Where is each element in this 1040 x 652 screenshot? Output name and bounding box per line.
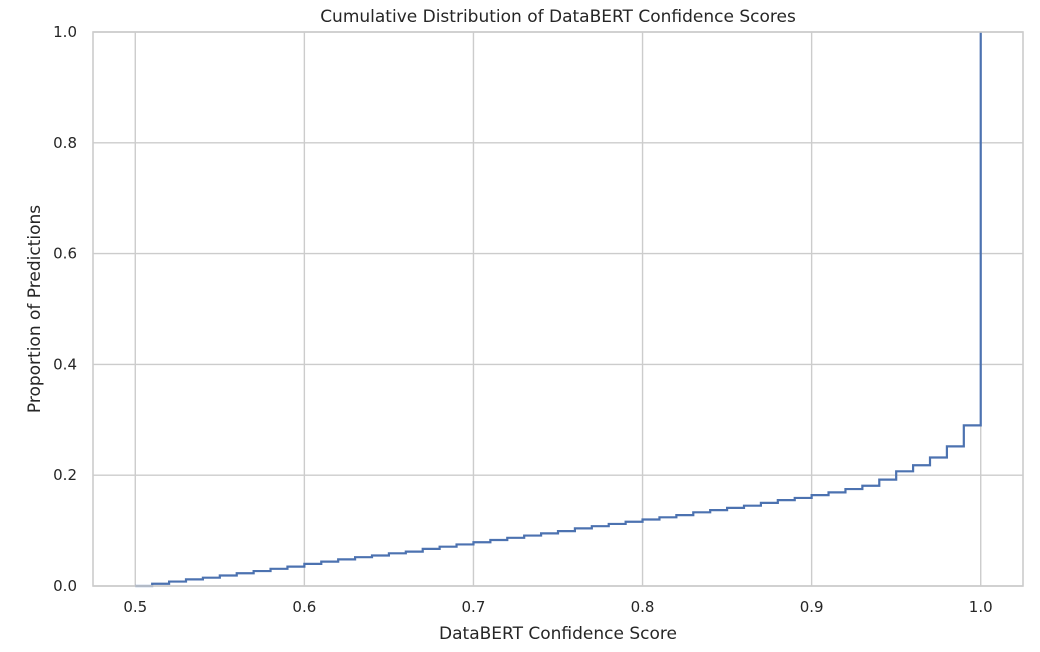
x-tick-label: 1.0 — [969, 598, 993, 616]
cdf-series-line — [135, 32, 982, 588]
y-tick-label: 0.4 — [53, 355, 77, 373]
y-tick-label: 0.8 — [53, 134, 77, 152]
y-tick-label: 0.0 — [53, 577, 77, 595]
y-tick-label: 0.2 — [53, 466, 77, 484]
x-tick-label: 0.8 — [631, 598, 655, 616]
x-tick-label: 0.7 — [462, 598, 486, 616]
grid-lines — [93, 31, 1023, 587]
chart-title: Cumulative Distribution of DataBERT Conf… — [320, 7, 796, 27]
series-layer — [135, 32, 982, 588]
y-tick-labels: 0.0 0.2 0.4 0.6 0.8 1.0 — [53, 23, 77, 595]
x-axis-label: DataBERT Confidence Score — [439, 624, 677, 644]
y-axis-label: Proportion of Predictions — [25, 205, 45, 413]
y-tick-label: 1.0 — [53, 23, 77, 41]
plot-frame — [92, 31, 1024, 587]
x-tick-label: 0.9 — [800, 598, 824, 616]
y-tick-label: 0.6 — [53, 245, 77, 263]
x-tick-label: 0.6 — [292, 598, 316, 616]
x-tick-labels: 0.5 0.6 0.7 0.8 0.9 1.0 — [123, 598, 992, 616]
x-tick-label: 0.5 — [123, 598, 147, 616]
